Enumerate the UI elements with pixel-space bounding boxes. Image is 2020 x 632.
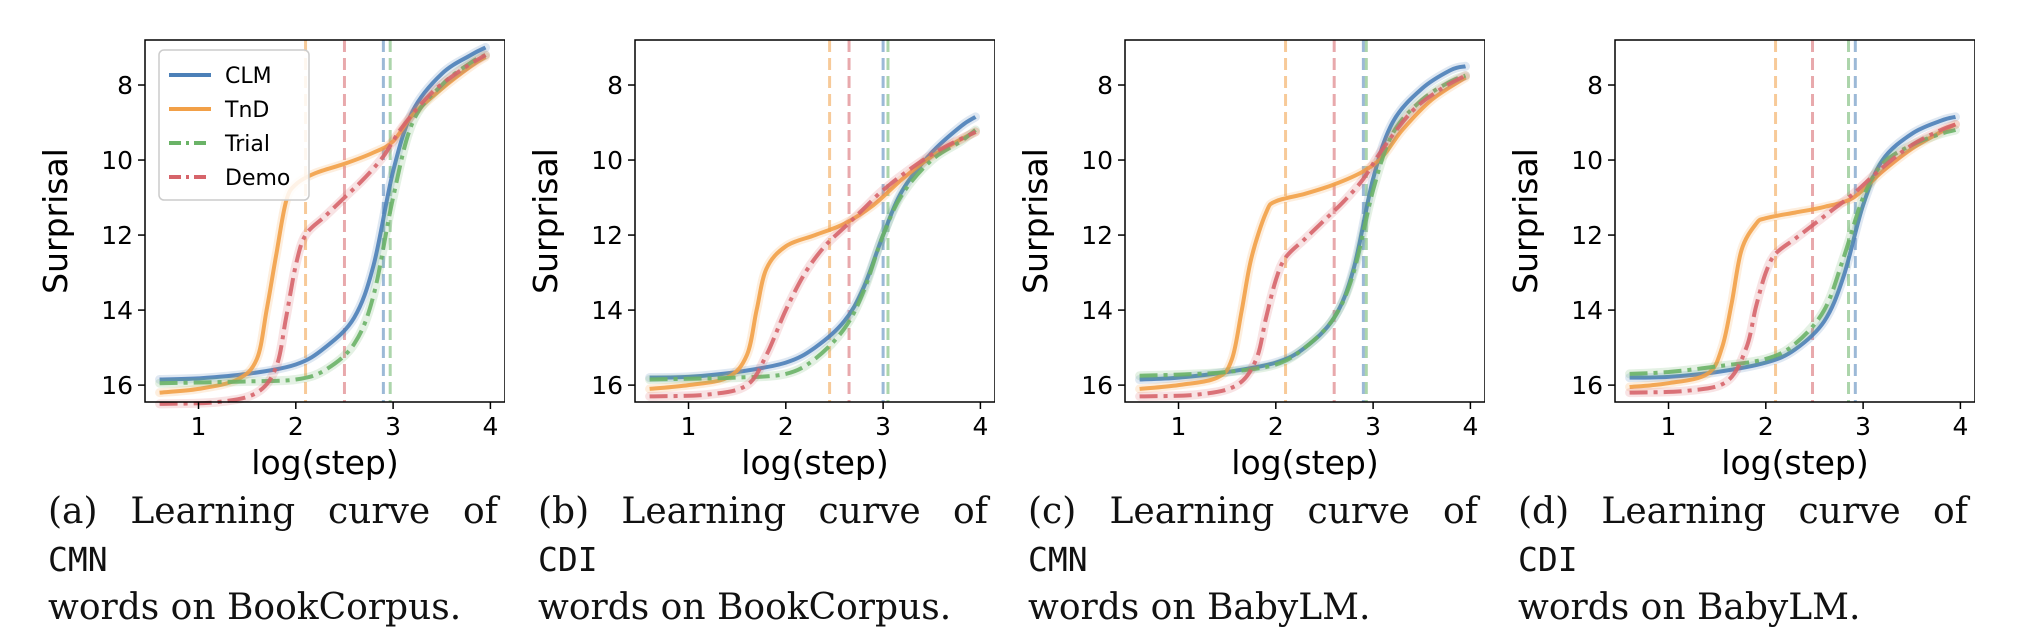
x-tick-label: 3 <box>385 412 401 441</box>
series-band-trial <box>1625 125 1960 379</box>
y-tick-label: 10 <box>1571 146 1603 175</box>
x-tick-label: 3 <box>875 412 891 441</box>
y-tick-label: 14 <box>591 296 623 325</box>
x-tick-label: 1 <box>1171 412 1187 441</box>
y-tick-label: 16 <box>101 371 133 400</box>
x-axis-label: log(step) <box>251 443 398 480</box>
x-axis-label: log(step) <box>1721 443 1868 480</box>
caption-c: (c) Learning curve of CMN words on BabyL… <box>1028 488 1478 632</box>
caption-code: CMN <box>1028 540 1088 579</box>
subplot-c: 8 10 12 14 16 1 2 3 4 log(step) Surprisal (c) Lear… <box>980 0 1485 628</box>
x-tick-label: 4 <box>972 412 988 441</box>
legend-label-demo: Demo <box>225 166 290 191</box>
x-tick-label: 1 <box>1661 412 1677 441</box>
series-line-trial <box>1629 128 1957 376</box>
caption-d: (d) Learning curve of CDI words on BabyL… <box>1518 488 1968 632</box>
series-line-demo <box>1629 122 1957 395</box>
y-axis-label: Surprisal <box>526 148 565 294</box>
x-tick-label: 3 <box>1855 412 1871 441</box>
legend-box <box>158 49 310 201</box>
y-tick-label: 14 <box>1081 296 1113 325</box>
y-tick-label: 14 <box>1571 296 1603 325</box>
caption-b: (b) Learning curve of CDI words on BookC… <box>538 488 988 632</box>
series-line-trial <box>159 53 487 386</box>
caption-code: CMN <box>48 540 108 579</box>
caption-line-1: (d) Learning curve of CDI <box>1518 488 1968 584</box>
plot-frame <box>144 39 505 403</box>
y-tick-label: 8 <box>607 71 623 100</box>
series-line-demo <box>159 53 487 406</box>
x-axis-label: log(step) <box>741 443 888 480</box>
caption-rest: words on BabyLM. <box>1028 587 1371 628</box>
x-tick-label: 4 <box>1952 412 1968 441</box>
x-tick-label: 1 <box>191 412 207 441</box>
x-tick-label: 1 <box>681 412 697 441</box>
y-tick-label: 8 <box>1097 71 1113 100</box>
caption-label: (d) Learning curve of <box>1518 491 1968 532</box>
x-tick-label: 3 <box>1365 412 1381 441</box>
caption-code: CDI <box>538 540 598 579</box>
x-tick-label: 2 <box>778 412 794 441</box>
x-tick-label: 4 <box>482 412 498 441</box>
legend-label-tnd: TnD <box>224 98 269 123</box>
caption-label: (b) Learning curve of <box>538 491 988 532</box>
y-axis-label: Surprisal <box>1016 148 1055 294</box>
caption-line-1: (b) Learning curve of CDI <box>538 488 988 584</box>
subplot-a: 8 10 12 14 16 1 2 3 4 log(step) Surprisal CLM TnD Tri… <box>0 0 505 628</box>
x-tick-label: 2 <box>1268 412 1284 441</box>
subplot-b: 8 10 12 14 16 1 2 3 4 log(step) Surprisal (b) Lear… <box>490 0 995 628</box>
figure: 8 10 12 14 16 1 2 3 4 log(step) Surprisal CLM TnD Tri… <box>0 0 1975 628</box>
y-tick-label: 8 <box>1587 71 1603 100</box>
caption-label: (a) Learning curve of <box>48 491 498 532</box>
x-axis-label: log(step) <box>1231 443 1378 480</box>
caption-rest: words on BabyLM. <box>1518 587 1861 628</box>
y-tick-label: 12 <box>1081 221 1113 250</box>
caption-line-1: (a) Learning curve of CMN <box>48 488 498 584</box>
x-tick-label: 2 <box>288 412 304 441</box>
y-tick-label: 16 <box>591 371 623 400</box>
caption-code: CDI <box>1518 540 1578 579</box>
y-tick-label: 14 <box>101 296 133 325</box>
x-tick-label: 2 <box>1758 412 1774 441</box>
y-axis-label: Surprisal <box>36 148 75 294</box>
plot-frame <box>634 39 995 403</box>
series-line-trial <box>649 128 977 382</box>
plot-frame <box>1614 39 1975 403</box>
caption-rest: words on BookCorpus. <box>48 587 462 628</box>
caption-a: (a) Learning curve of CMN words on BookC… <box>48 488 498 632</box>
x-tick-label: 4 <box>1462 412 1478 441</box>
caption-line-1: (c) Learning curve of CMN <box>1028 488 1478 584</box>
y-tick-label: 10 <box>101 146 133 175</box>
caption-label: (c) Learning curve of <box>1028 491 1478 532</box>
series-line-demo <box>1139 73 1467 399</box>
y-tick-label: 8 <box>117 71 133 100</box>
y-tick-label: 10 <box>591 146 623 175</box>
y-tick-label: 16 <box>1081 371 1113 400</box>
legend-label-trial: Trial <box>224 132 270 157</box>
y-tick-label: 12 <box>101 221 133 250</box>
legend-label-clm: CLM <box>225 64 272 89</box>
caption-rest: words on BookCorpus. <box>538 587 952 628</box>
series-line-clm <box>1629 114 1956 380</box>
plot-frame <box>1124 39 1485 403</box>
y-axis-label: Surprisal <box>1506 148 1545 294</box>
subplot-d: 8 10 12 14 16 1 2 3 4 log(step) Surprisal (d) Lear… <box>1470 0 1975 628</box>
y-tick-label: 10 <box>1081 146 1113 175</box>
series-line-demo <box>649 130 977 399</box>
series-band-tnd <box>1135 73 1470 394</box>
y-tick-label: 16 <box>1571 371 1603 400</box>
y-tick-label: 12 <box>591 221 623 250</box>
series-line-tnd <box>1139 75 1467 391</box>
y-tick-label: 12 <box>1571 221 1603 250</box>
